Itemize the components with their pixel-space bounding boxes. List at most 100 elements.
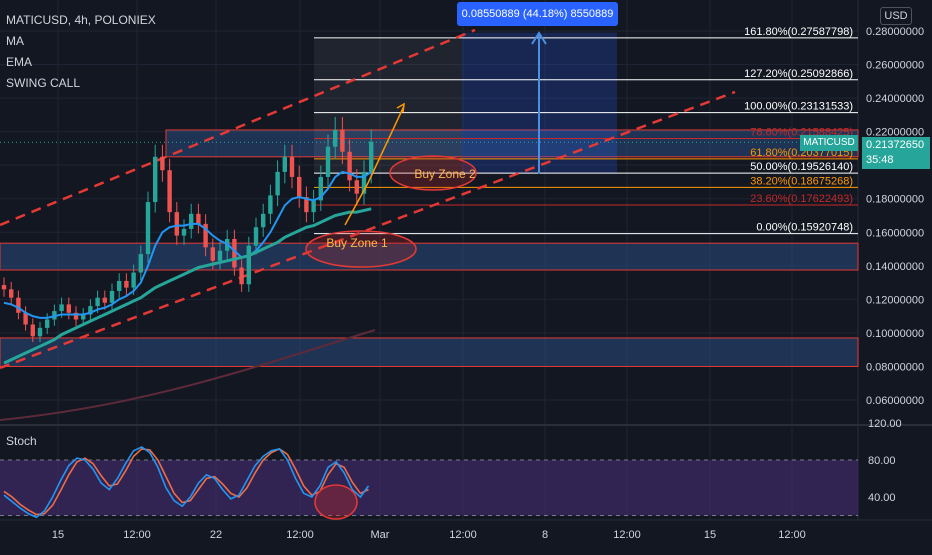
trend-channel-upper (0, 28, 476, 227)
x-tick-label: 15 (52, 529, 64, 541)
candle-body (81, 314, 86, 320)
x-tick-label: 12:00 (778, 529, 806, 541)
candle-body (282, 156, 287, 172)
x-tick-label: 8 (542, 529, 548, 541)
candle-body (30, 324, 35, 337)
fib-level-label: 161.80%(0.27587798) (744, 26, 853, 38)
candle-body (217, 250, 223, 261)
candle-body (361, 171, 367, 194)
fib-level-label: 100.00%(0.23131533) (744, 101, 853, 113)
candle-body (239, 267, 244, 285)
buy-zone-2-label: Buy Zone 2 (414, 167, 476, 181)
chart-title[interactable]: MATICUSD, 4h, POLONIEX (6, 13, 156, 27)
buy-zone-1-label: Buy Zone 1 (326, 236, 388, 250)
indicator-ema-label[interactable]: EMA (6, 55, 33, 69)
candle-body (325, 146, 331, 177)
candle-body (311, 200, 316, 213)
fib-range-box (314, 39, 462, 174)
x-tick-label: 12:00 (449, 529, 477, 541)
stoch-y-tick-label: 40.00 (868, 492, 896, 504)
candle-body (189, 213, 194, 229)
y-tick-label: 0.16000000 (866, 227, 924, 239)
fib-level-label: 0.00%(0.15920748) (756, 222, 853, 234)
buy-zone-1-box (0, 242, 859, 271)
candle-body (333, 129, 338, 147)
symbol-tag: MATICUSD (800, 135, 858, 151)
y-tick-label: 0.10000000 (866, 328, 924, 340)
ma-line (3, 170, 372, 319)
stoch-y-tick-label: 120.00 (868, 418, 902, 430)
buy-zone-1-ellipse (305, 230, 417, 268)
support-zone (0, 337, 859, 367)
candle-body (232, 238, 237, 268)
x-tick-label: Mar (371, 529, 390, 541)
long-ma-line (0, 329, 376, 421)
y-tick-label: 0.26000000 (866, 60, 924, 72)
fib-level-label: 23.60%(0.17622493) (750, 193, 853, 205)
candle-body (124, 280, 129, 288)
candle-body (145, 202, 151, 255)
indicator-swing-call-label[interactable]: SWING CALL (6, 76, 81, 90)
candle-body (181, 228, 187, 236)
candle-body (354, 180, 359, 194)
fib-level-label: 50.00%(0.19526140) (750, 161, 853, 173)
candle-body (340, 129, 345, 152)
candle-body (102, 297, 107, 303)
ema-line (3, 207, 372, 365)
legend: MATICUSD, 4h, POLONIEX MA EMA SWING CALL (6, 10, 156, 94)
x-tick-label: 15 (704, 529, 716, 541)
candle-body (117, 280, 122, 291)
x-tick-label: 12:00 (613, 529, 641, 541)
y-tick-label: 0.18000000 (866, 194, 924, 206)
x-tick-label: 12:00 (123, 529, 151, 541)
candle-body (9, 289, 14, 298)
y-tick-label: 0.14000000 (866, 261, 924, 273)
candle-body (246, 245, 251, 285)
price-tag-value: 0.21372650 (866, 139, 925, 151)
candle-body (174, 212, 179, 236)
candle-body (59, 304, 64, 312)
measure-arrow-head (531, 31, 547, 45)
stoch-label[interactable]: Stoch (6, 434, 37, 448)
y-tick-label: 0.28000000 (866, 26, 924, 38)
fib-level-label: 38.20%(0.18675268) (750, 175, 853, 187)
swing-arrow-head (396, 102, 405, 113)
candle-body (109, 290, 115, 303)
candle-body (196, 213, 201, 224)
candle-body (16, 297, 21, 313)
candle-body (153, 156, 158, 203)
candle-body (268, 195, 273, 214)
stoch-oversold-ellipse (314, 484, 358, 520)
stoch-y-tick-label: 80.00 (868, 455, 896, 467)
candle-body (304, 197, 309, 213)
y-tick-label: 0.22000000 (866, 127, 924, 139)
candle-body (88, 306, 93, 315)
measure-label: 0.08550889 (44.18%) 8550889 (457, 2, 618, 26)
indicator-ma-label[interactable]: MA (6, 34, 24, 48)
currency-button[interactable]: USD (880, 7, 912, 25)
x-tick-label: 12:00 (286, 529, 314, 541)
candle-body (369, 141, 374, 172)
candle-body (318, 176, 323, 201)
candle-body (347, 151, 352, 181)
price-tag-countdown: 35:48 (866, 154, 894, 166)
candle-body (275, 171, 280, 196)
candle-body (203, 223, 208, 248)
candle-body (1, 285, 7, 290)
candle-body (167, 170, 172, 213)
y-tick-label: 0.06000000 (866, 395, 924, 407)
stoch-k-line (3, 446, 370, 519)
candle-body (160, 156, 165, 171)
candle-body (138, 254, 143, 273)
swing-projection-arrow (344, 105, 405, 226)
y-tick-label: 0.12000000 (866, 294, 924, 306)
y-tick-label: 0.24000000 (866, 93, 924, 105)
price-tag: 0.21372650 35:48 (862, 137, 930, 169)
stoch-band (0, 460, 858, 516)
candle-body (289, 156, 295, 177)
candle-body (37, 327, 43, 337)
fib-level-label: 127.20%(0.25092866) (744, 68, 853, 80)
candle-body (253, 227, 259, 246)
